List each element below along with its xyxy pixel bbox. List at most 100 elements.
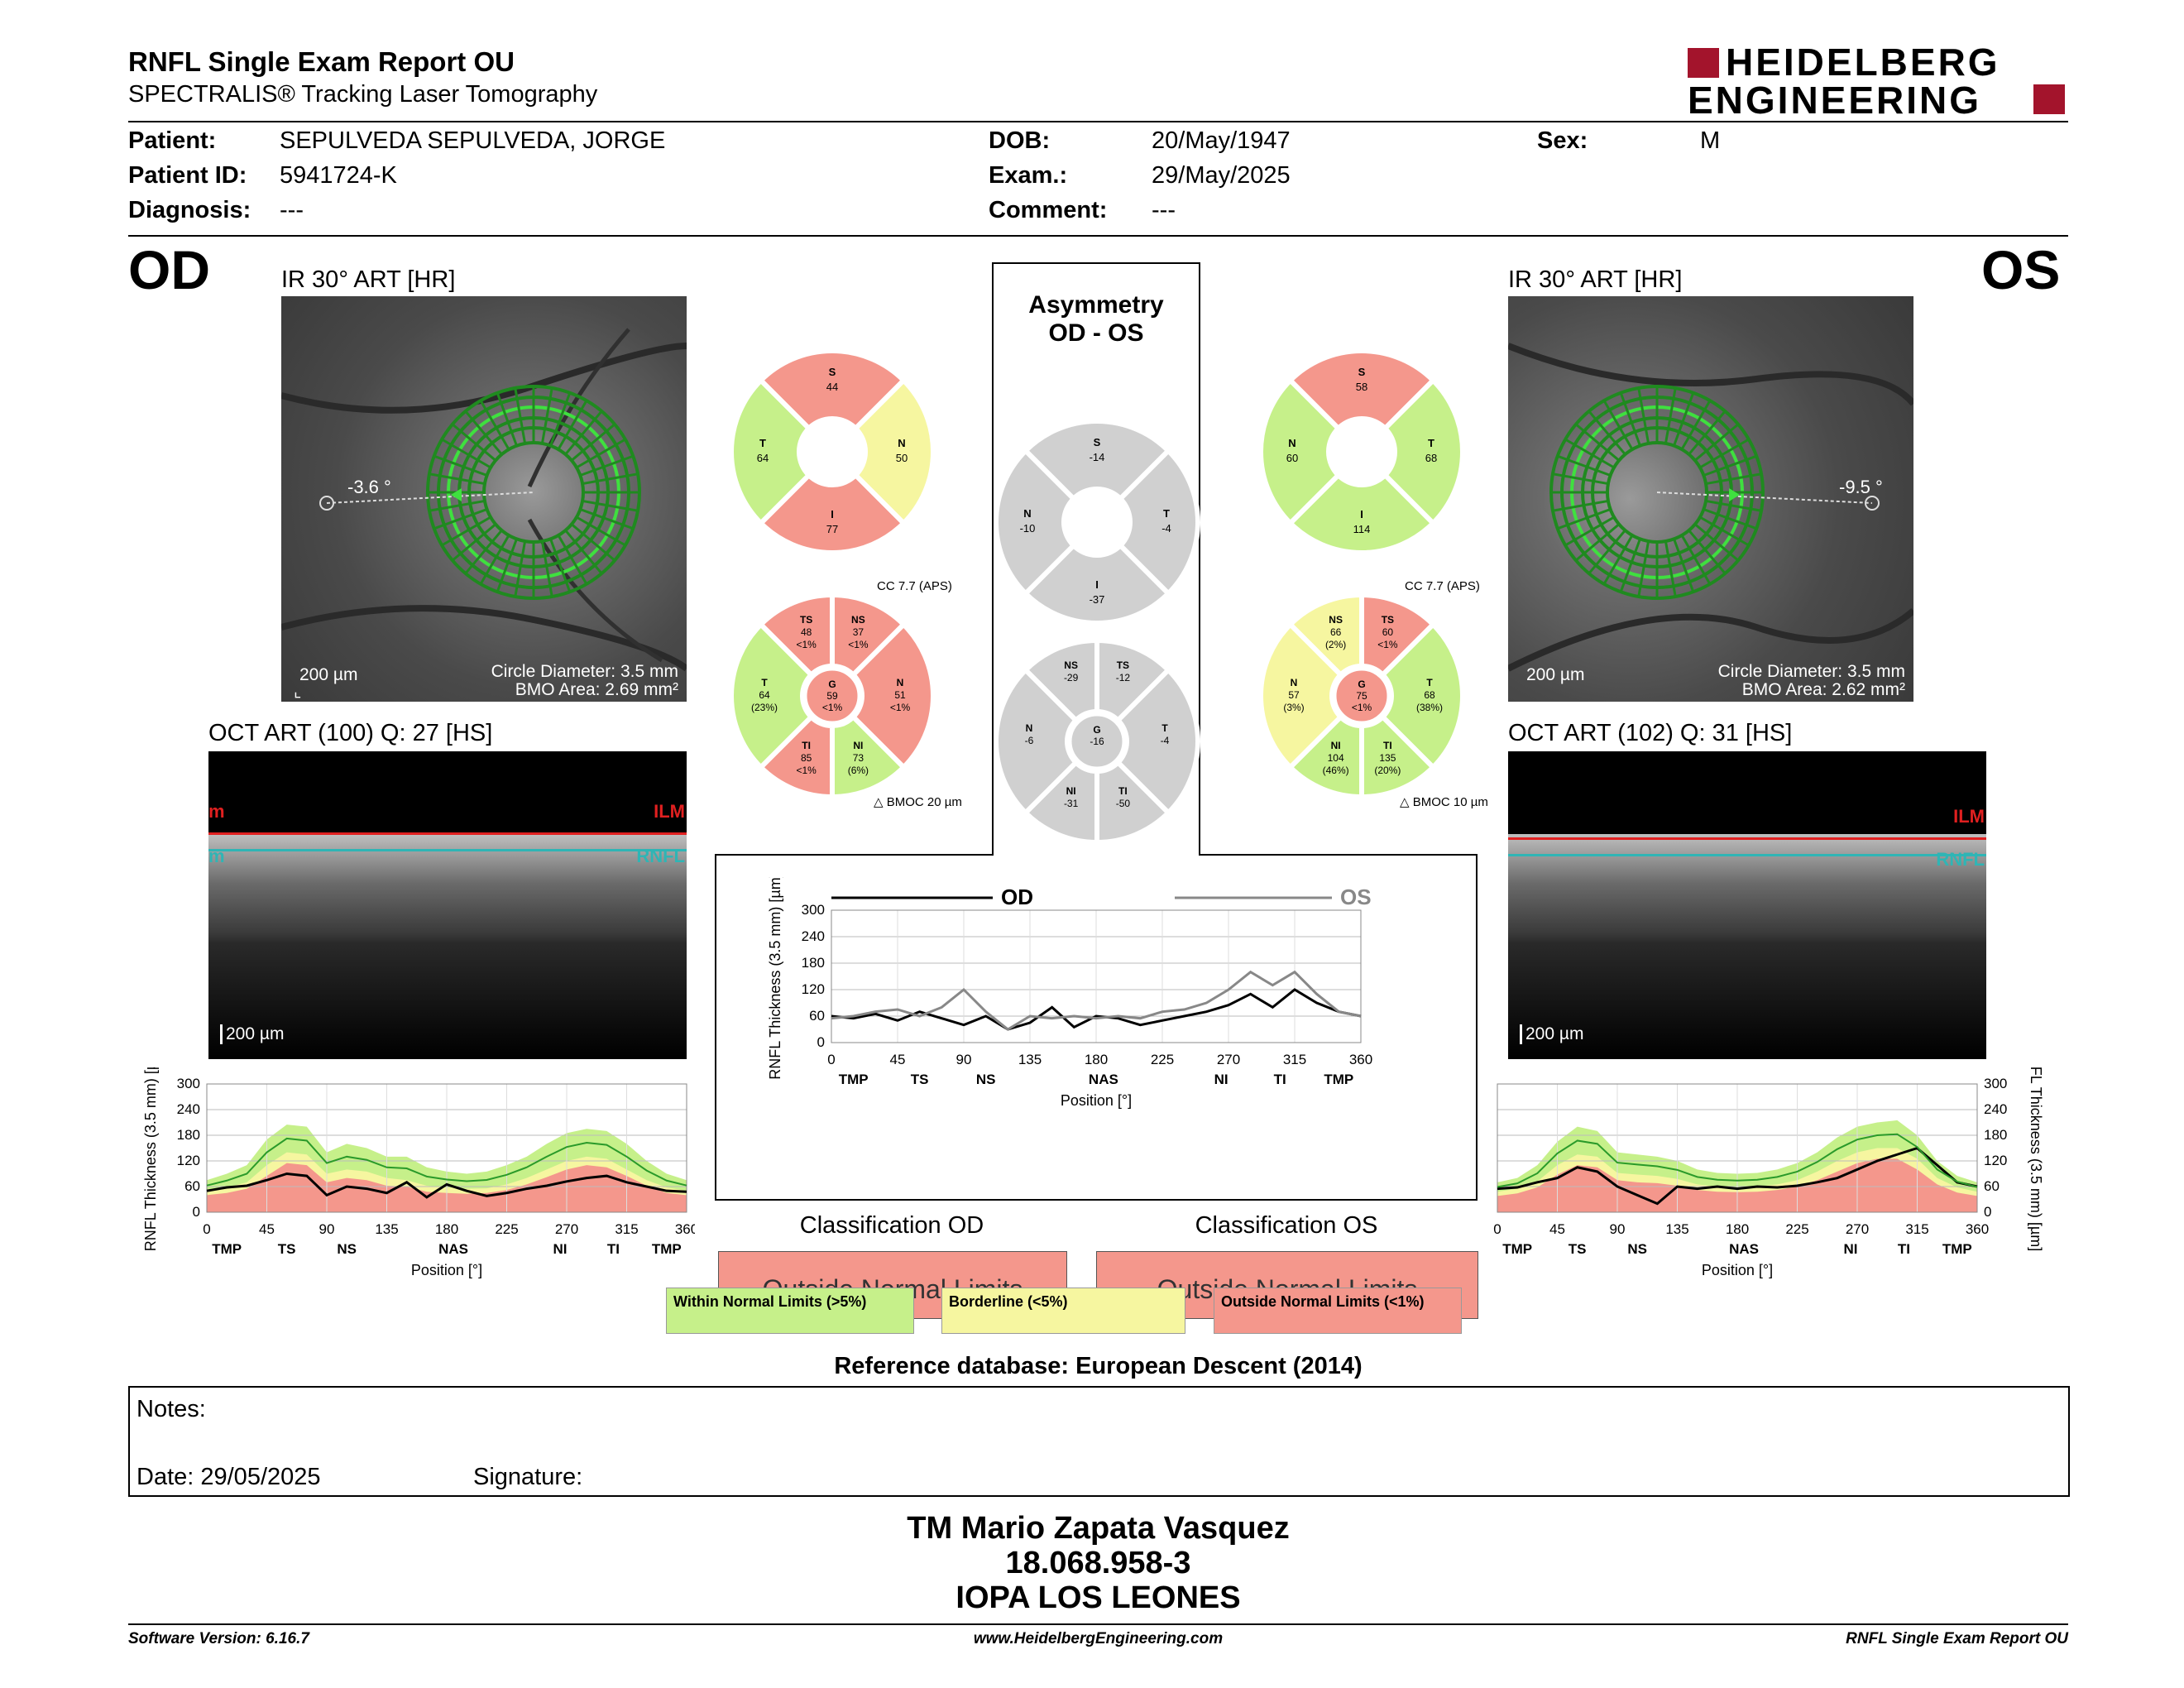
sector-value-I: 77 — [826, 523, 838, 535]
sector-NI — [1286, 713, 1364, 800]
os-bmoc-label: △ BMOC 10 µm — [1400, 795, 1488, 809]
legend-outside-normal: Outside Normal Limits (<1%) — [1214, 1288, 1462, 1334]
od-fundus-image: ⌞ -3.6 ° 200 µm Circle Diameter: 3.5 mm … — [281, 296, 687, 702]
sector-axis-label: NAS — [438, 1241, 468, 1257]
sector-value-I: 114 — [1353, 523, 1371, 535]
x-axis-label: Position [°] — [1061, 1092, 1132, 1109]
series-line-OS — [831, 970, 1362, 1031]
sector-text-NS: (2%) — [1325, 639, 1346, 650]
sector-text-NI: NI — [1066, 785, 1076, 797]
sector-NS — [830, 592, 908, 679]
sector-text-NS: -29 — [1064, 672, 1079, 683]
sector-text-T: (38%) — [1416, 702, 1443, 713]
sector-NI — [1022, 759, 1099, 846]
sector-text-NS: NS — [851, 614, 865, 626]
sector-text-T: T — [761, 677, 768, 688]
svg-text:⌞: ⌞ — [294, 683, 301, 701]
y-tick-label: 180 — [177, 1127, 200, 1143]
x-tick-label: 315 — [1905, 1221, 1928, 1237]
legend-od-label: OD — [1001, 885, 1033, 909]
os-oct-title: OCT ART (102) Q: 31 [HS] — [1508, 720, 1793, 746]
os-6-sector-diagram: NS66(2%)TS60<1%T68(38%)TI135(20%)NI104(4… — [1258, 592, 1465, 800]
sector-label-I: I — [1095, 578, 1099, 591]
os-circle-diameter: Circle Diameter: 3.5 mm — [1717, 662, 1905, 681]
website-link[interactable]: www.HeidelbergEngineering.com — [973, 1630, 1224, 1647]
od-ilm-label: ILM — [654, 801, 685, 822]
x-tick-label: 225 — [1151, 1052, 1174, 1067]
sector-value-S: -14 — [1090, 451, 1105, 463]
sector-label-I: I — [1360, 508, 1363, 520]
sector-axis-label: TI — [1898, 1241, 1910, 1257]
sector-text-NS: <1% — [848, 639, 869, 650]
dob-value: 20/May/1947 — [1152, 127, 1291, 154]
x-tick-label: 180 — [435, 1221, 458, 1237]
sector-text-NS: NS — [1329, 614, 1343, 626]
x-tick-label: 90 — [1610, 1221, 1626, 1237]
sector-axis-label: NAS — [1089, 1072, 1118, 1087]
legend-borderline: Borderline (<5%) — [941, 1288, 1185, 1334]
sector-label-N: N — [1023, 507, 1031, 520]
series-line-OS — [1497, 1146, 1978, 1206]
x-tick-label: 270 — [1846, 1221, 1869, 1237]
sector-text-TS: TS — [1117, 659, 1129, 671]
normal-mean-line — [1497, 1133, 1978, 1188]
x-tick-label: 135 — [1018, 1052, 1042, 1067]
sector-N — [994, 666, 1080, 817]
series-line-OD — [206, 1172, 687, 1199]
os-ir-scale: 200 µm — [1526, 665, 1585, 684]
os-rnfl-label: RNFL — [1936, 849, 1985, 870]
sector-text-G: G — [1358, 679, 1365, 690]
y-tick-label: 180 — [802, 955, 825, 971]
report-subtitle: SPECTRALIS® Tracking Laser Tomography — [128, 81, 598, 108]
sector-text-NS: 37 — [853, 626, 864, 638]
x-tick-label: 360 — [675, 1221, 695, 1237]
sector-label-T: T — [1428, 437, 1434, 449]
sector-text-TI: -50 — [1116, 798, 1131, 809]
sector-label-S: S — [1094, 436, 1101, 448]
asymmetry-6-sector-diagram: NS-29 TS-12 T-4 TI-50 NI-31 N-6 G-16 — [994, 637, 1200, 846]
x-tick-label: 315 — [1283, 1052, 1306, 1067]
patient-id-label: Patient ID: — [128, 162, 247, 189]
sector-text-NS: 66 — [1330, 626, 1342, 638]
od-oct-title: OCT ART (100) Q: 27 [HS] — [208, 720, 493, 746]
notes-label: Notes: — [136, 1396, 206, 1422]
sector-text-T: (23%) — [751, 702, 778, 713]
sector-text-N: 57 — [1288, 689, 1300, 701]
x-tick-label: 90 — [956, 1052, 972, 1067]
sector-NI — [830, 713, 908, 800]
sector-text-N: <1% — [890, 702, 911, 713]
sector-label-S: S — [829, 366, 836, 378]
sector-axis-label: NI — [1843, 1241, 1857, 1257]
diagnosis-value: --- — [280, 197, 304, 223]
sector-label-T: T — [1163, 507, 1170, 520]
sector-value-I: -37 — [1090, 593, 1105, 606]
x-tick-label: 90 — [319, 1221, 335, 1237]
sector-label-N: N — [898, 437, 905, 449]
os-cc-label: CC 7.7 (APS) — [1405, 579, 1480, 593]
y-tick-label: 60 — [1984, 1178, 2000, 1194]
sector-axis-label: TMP — [1502, 1241, 1532, 1257]
dob-label: DOB: — [989, 127, 1051, 154]
sector-text-G: 75 — [1356, 690, 1367, 702]
heidelberg-logo: HEIDELBERG ENGINEERING — [1688, 43, 2068, 119]
od-rnfl-label: RNFL — [636, 846, 685, 866]
sector-text-T: 64 — [759, 689, 770, 701]
y-axis-label: RNFL Thickness (3.5 mm) [µm] — [2028, 1067, 2044, 1251]
report-title: RNFL Single Exam Report OU — [128, 46, 515, 77]
sector-axis-label: TS — [911, 1072, 929, 1087]
x-tick-label: 135 — [1665, 1221, 1688, 1237]
y-tick-label: 240 — [1984, 1101, 2007, 1117]
sector-G — [804, 668, 860, 724]
y-tick-label: 240 — [177, 1101, 200, 1117]
x-tick-label: 225 — [1785, 1221, 1808, 1237]
series-line-OD — [831, 988, 1362, 1031]
sector-label-S: S — [1358, 366, 1366, 378]
sector-value-T: 64 — [757, 452, 769, 464]
os-ilm-label: ILM — [1953, 806, 1985, 827]
sector-axis-label: NS — [976, 1072, 996, 1087]
sector-TI — [1359, 713, 1437, 800]
os-oct-scale: 200 µm — [1520, 1024, 1583, 1044]
x-tick-label: 45 — [1549, 1221, 1565, 1237]
sector-TI — [757, 713, 835, 800]
od-bmo-area: BMO Area: 2.69 mm² — [515, 680, 678, 699]
